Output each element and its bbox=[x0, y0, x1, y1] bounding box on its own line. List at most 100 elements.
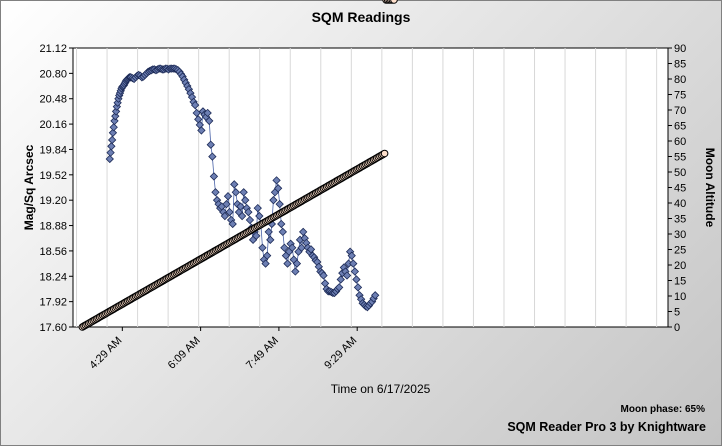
sqm-point bbox=[225, 207, 234, 217]
sqm-point bbox=[262, 251, 272, 260]
sqm-point bbox=[223, 192, 233, 201]
sqm-point bbox=[272, 176, 281, 185]
sqm-point bbox=[109, 123, 118, 132]
sqm-point bbox=[371, 291, 380, 300]
sqm-point bbox=[349, 259, 358, 268]
sqm-point bbox=[220, 211, 230, 221]
sqm-point bbox=[209, 172, 219, 181]
y2-tick-label: 45 bbox=[674, 183, 686, 195]
y2-tick-label: 75 bbox=[674, 90, 686, 102]
y-tick-label: 20.80 bbox=[39, 68, 67, 80]
series-sqm bbox=[105, 64, 380, 312]
sqm-point bbox=[244, 207, 253, 217]
moon-point bbox=[380, 149, 389, 158]
y2-tick-label: 0 bbox=[674, 322, 680, 334]
y2-tick-label: 85 bbox=[674, 59, 686, 71]
sqm-point bbox=[278, 227, 287, 237]
x-tick-label: 6:09 AM bbox=[166, 335, 203, 372]
sqm-point bbox=[353, 283, 363, 292]
sqm-point bbox=[192, 108, 201, 118]
sqm-point bbox=[236, 202, 245, 211]
chart-title: SQM Readings bbox=[311, 9, 411, 25]
sqm-point bbox=[206, 140, 215, 149]
sqm-point bbox=[222, 199, 231, 209]
series-moon-altitude bbox=[78, 0, 398, 331]
y-tick-label: 18.56 bbox=[39, 246, 67, 258]
y-axis-title: Mag/Sq Arcsec bbox=[22, 144, 36, 230]
sqm-point bbox=[211, 188, 220, 197]
sqm-point bbox=[352, 275, 361, 284]
y-tick-label: 20.16 bbox=[39, 119, 67, 131]
sqm-point bbox=[203, 108, 212, 118]
y2-tick-label: 5 bbox=[674, 307, 680, 319]
sqm-point bbox=[107, 142, 116, 151]
sqm-point bbox=[106, 148, 115, 157]
sqm-point bbox=[205, 116, 214, 126]
sqm-point bbox=[230, 180, 239, 189]
y2-tick-label: 90 bbox=[674, 43, 686, 55]
y2-tick-label: 80 bbox=[674, 74, 686, 86]
sqm-point bbox=[297, 243, 306, 252]
sqm-point bbox=[283, 259, 292, 268]
sqm-point bbox=[277, 219, 286, 229]
sqm-point bbox=[350, 267, 360, 276]
sqm-point bbox=[275, 199, 284, 209]
sqm-point bbox=[231, 188, 241, 197]
sqm-point bbox=[253, 203, 262, 213]
y-tick-label: 18.88 bbox=[39, 221, 67, 233]
y2-tick-label: 55 bbox=[674, 152, 686, 164]
y2-tick-label: 70 bbox=[674, 105, 686, 117]
sqm-point bbox=[347, 251, 356, 260]
sqm-point bbox=[261, 259, 270, 268]
y-tick-label: 19.20 bbox=[39, 195, 67, 207]
x-tick-label: 4:29 AM bbox=[87, 335, 124, 372]
sqm-point bbox=[255, 211, 264, 221]
y2-tick-label: 25 bbox=[674, 245, 686, 257]
y-tick-label: 17.60 bbox=[39, 322, 67, 334]
sqm-point bbox=[336, 275, 345, 284]
sqm-point bbox=[239, 188, 248, 197]
sqm-point bbox=[105, 154, 114, 164]
sqm-point bbox=[190, 100, 200, 110]
moon-phase-label: Moon phase: 65% bbox=[620, 404, 705, 415]
sqm-point bbox=[228, 219, 237, 229]
y-tick-label: 20.48 bbox=[39, 94, 67, 106]
x-tick-label: 7:49 AM bbox=[244, 335, 281, 372]
x-tick-label: 9:29 AM bbox=[322, 335, 359, 372]
y-tick-label: 21.12 bbox=[39, 43, 67, 55]
y2-axis-title: Moon Altitude bbox=[703, 148, 717, 228]
sqm-point bbox=[241, 196, 250, 205]
sqm-point bbox=[273, 184, 283, 193]
y-tick-label: 17.92 bbox=[39, 297, 67, 309]
y2-tick-label: 65 bbox=[674, 121, 686, 133]
sqm-point bbox=[245, 215, 255, 225]
sqm-point bbox=[319, 271, 328, 280]
sqm-point bbox=[269, 196, 278, 205]
y2-tick-label: 40 bbox=[674, 198, 686, 210]
y2-tick-label: 20 bbox=[674, 260, 686, 272]
sqm-point bbox=[292, 259, 302, 268]
sqm-point bbox=[197, 126, 206, 135]
y-tick-label: 18.24 bbox=[39, 271, 67, 283]
sqm-point bbox=[208, 152, 217, 161]
plot-area bbox=[72, 47, 669, 328]
sqm-point bbox=[335, 283, 344, 292]
sqm-point bbox=[108, 128, 118, 137]
sqm-point bbox=[280, 243, 289, 252]
sqm-point bbox=[299, 227, 308, 237]
y-tick-label: 19.52 bbox=[39, 170, 67, 182]
sqm-point bbox=[107, 135, 117, 145]
sqm-point bbox=[252, 231, 261, 241]
y2-tick-label: 50 bbox=[674, 167, 686, 179]
sqm-point bbox=[258, 243, 267, 252]
y2-tick-label: 15 bbox=[674, 276, 686, 288]
x-axis-title: Time on 6/17/2025 bbox=[331, 382, 431, 396]
moon-point bbox=[390, 0, 398, 4]
sqm-point bbox=[288, 243, 297, 252]
y-tick-label: 19.84 bbox=[39, 144, 67, 156]
y2-tick-label: 60 bbox=[674, 136, 686, 148]
y2-tick-label: 30 bbox=[674, 229, 686, 241]
sqm-point bbox=[342, 271, 352, 280]
sqm-point bbox=[306, 245, 316, 254]
